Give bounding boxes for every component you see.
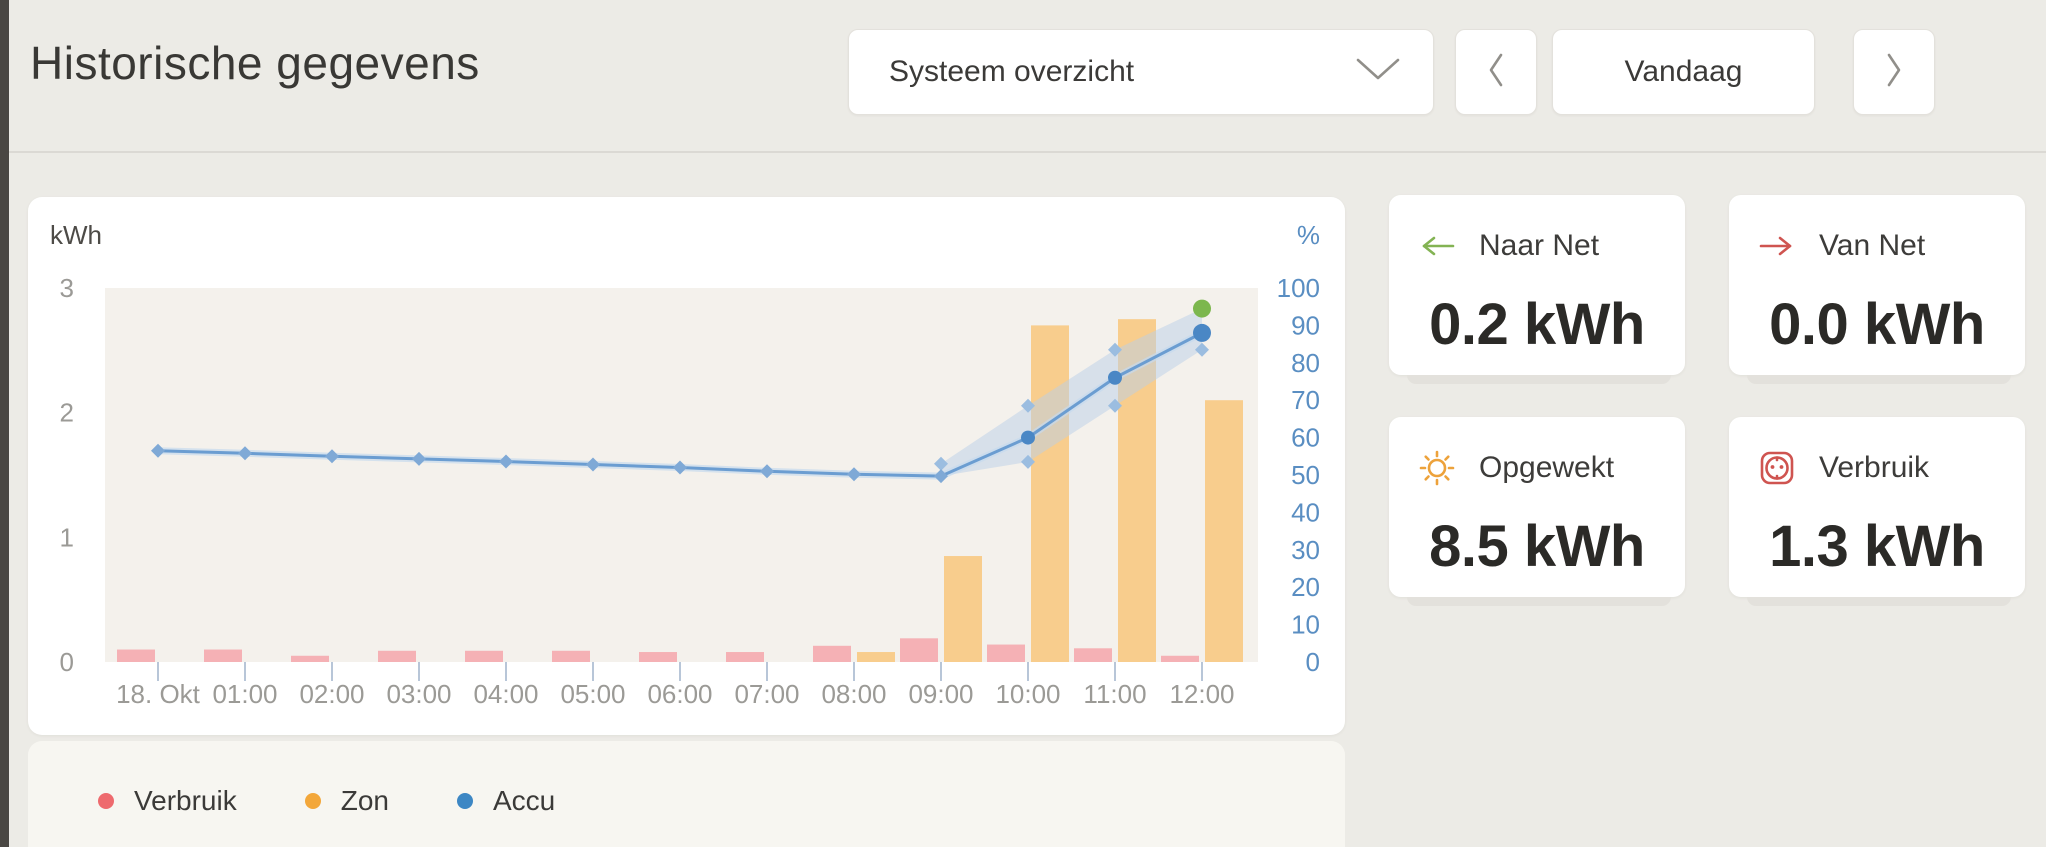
- svg-text:11:00: 11:00: [1083, 679, 1146, 709]
- van-net-card-header: Van Net: [1757, 226, 1925, 266]
- legend-item-accu[interactable]: Accu: [456, 785, 556, 817]
- svg-text:02:00: 02:00: [299, 679, 364, 709]
- svg-text:3: 3: [60, 273, 74, 303]
- verbruik-value: 1.3 kWh: [1769, 514, 1985, 579]
- chevron-down-icon: [1355, 57, 1401, 88]
- svg-text:100: 100: [1277, 273, 1320, 303]
- header-divider: [9, 151, 2046, 153]
- svg-text:01:00: 01:00: [212, 679, 277, 709]
- legend-item-verbruik[interactable]: Verbruik: [98, 785, 237, 817]
- svg-text:80: 80: [1291, 348, 1320, 378]
- card-label: Verbruik: [1819, 451, 1930, 484]
- svg-text:08:00: 08:00: [821, 679, 886, 709]
- verbruik-card-header: Verbruik: [1757, 448, 1929, 488]
- date-range-button[interactable]: Vandaag: [1552, 29, 1815, 115]
- svg-text:0: 0: [1306, 647, 1320, 677]
- svg-text:30: 30: [1291, 535, 1320, 565]
- svg-text:%: %: [1297, 220, 1320, 250]
- svg-text:40: 40: [1291, 497, 1320, 527]
- opgewekt-value: 8.5 kWh: [1429, 514, 1645, 579]
- van-net-value: 0.0 kWh: [1769, 292, 1985, 357]
- opgewekt-card-header: Opgewekt: [1417, 448, 1614, 488]
- zon-dot-icon: [304, 793, 321, 809]
- naar-net-card: Naar Net 0.2 kWh: [1389, 195, 1685, 384]
- chevron-right-icon: [1883, 51, 1905, 94]
- sun-icon: [1417, 448, 1457, 488]
- history-chart-svg: 18. Okt 01:00 02:00 03:00 04:00 05:00 06:00 07:…: [50, 220, 1320, 709]
- svg-text:1: 1: [60, 522, 74, 552]
- legend-item-zon[interactable]: Zon: [304, 785, 389, 817]
- card-label: Van Net: [1819, 229, 1926, 262]
- chart-legend: Verbruik Zon Accu: [28, 741, 1345, 847]
- arrow-left-icon: [1417, 226, 1457, 266]
- svg-text:07:00: 07:00: [734, 679, 799, 709]
- svg-text:10:00: 10:00: [995, 679, 1060, 709]
- van-net-card: Van Net 0.0 kWh: [1729, 195, 2025, 384]
- svg-text:2: 2: [60, 398, 74, 428]
- svg-text:kWh: kWh: [50, 220, 102, 250]
- date-range-label: Vandaag: [1624, 55, 1743, 88]
- opgewekt-card: Opgewekt 8.5 kWh: [1389, 417, 1685, 606]
- naar-net-card-header: Naar Net: [1417, 226, 1599, 266]
- socket-icon: [1757, 448, 1797, 488]
- naar-net-value: 0.2 kWh: [1429, 292, 1645, 357]
- arrow-right-icon: [1757, 226, 1797, 266]
- chevron-left-icon: [1485, 51, 1507, 94]
- svg-text:60: 60: [1291, 423, 1320, 453]
- next-day-button[interactable]: [1853, 29, 1935, 115]
- svg-text:18. Okt: 18. Okt: [116, 679, 201, 709]
- svg-text:10: 10: [1291, 610, 1320, 640]
- accu-dot-icon: [456, 793, 473, 809]
- history-chart-card: 18. Okt 01:00 02:00 03:00 04:00 05:00 06:00 07:…: [28, 197, 1345, 735]
- previous-day-button[interactable]: [1455, 29, 1537, 115]
- legend-label: Verbruik: [134, 785, 237, 816]
- svg-text:50: 50: [1291, 460, 1320, 490]
- legend-label: Zon: [340, 785, 389, 816]
- svg-text:90: 90: [1291, 310, 1320, 340]
- svg-text:20: 20: [1291, 572, 1320, 602]
- legend-label: Accu: [492, 785, 556, 816]
- svg-text:04:00: 04:00: [473, 679, 538, 709]
- svg-text:09:00: 09:00: [908, 679, 973, 709]
- svg-text:0: 0: [60, 647, 74, 677]
- svg-text:03:00: 03:00: [386, 679, 451, 709]
- svg-text:12:00: 12:00: [1169, 679, 1234, 709]
- page-title: Historische gegevens: [30, 37, 480, 89]
- sidebar-edge[interactable]: [0, 0, 9, 847]
- card-label: Opgewekt: [1479, 451, 1615, 484]
- svg-text:05:00: 05:00: [560, 679, 625, 709]
- svg-text:70: 70: [1291, 385, 1320, 415]
- view-select-value: Systeem overzicht: [889, 55, 1135, 88]
- card-label: Naar Net: [1479, 229, 1600, 262]
- view-select-dropdown[interactable]: Systeem overzicht: [848, 29, 1434, 115]
- svg-text:06:00: 06:00: [647, 679, 712, 709]
- verbruik-card: Verbruik 1.3 kWh: [1729, 417, 2025, 606]
- verbruik-dot-icon: [98, 793, 114, 809]
